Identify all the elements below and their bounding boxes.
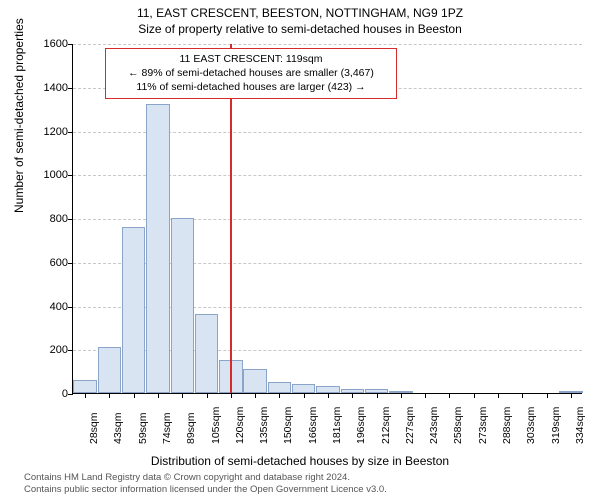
info-box-line: 11% of semi-detached houses are larger (… — [112, 80, 390, 94]
chart-title-line1: 11, EAST CRESCENT, BEESTON, NOTTINGHAM, … — [0, 6, 600, 20]
x-tick — [547, 393, 548, 398]
histogram-bar — [195, 314, 219, 393]
x-tick-label: 28sqm — [88, 412, 100, 444]
y-tick — [68, 175, 73, 176]
attribution-line2: Contains public sector information licen… — [24, 484, 387, 496]
histogram-bar — [268, 382, 292, 393]
x-tick — [474, 393, 475, 398]
y-tick-label: 1200 — [44, 126, 68, 138]
histogram-bar — [243, 369, 267, 393]
x-tick-label: 334sqm — [574, 407, 586, 444]
y-tick — [68, 394, 73, 395]
x-tick-label: 43sqm — [112, 412, 124, 444]
x-tick — [279, 393, 280, 398]
chart-title-line2: Size of property relative to semi-detach… — [0, 22, 600, 36]
x-tick — [377, 393, 378, 398]
y-tick-label: 1000 — [44, 169, 68, 181]
x-tick-label: 89sqm — [185, 412, 197, 444]
x-tick — [255, 393, 256, 398]
x-tick — [85, 393, 86, 398]
x-tick-label: 319sqm — [550, 407, 562, 444]
x-axis-label: Distribution of semi-detached houses by … — [0, 454, 600, 468]
x-tick-label: 212sqm — [380, 407, 392, 444]
x-tick-label: 243sqm — [428, 407, 440, 444]
x-tick-label: 166sqm — [307, 407, 319, 444]
y-tick — [68, 88, 73, 89]
x-tick — [522, 393, 523, 398]
x-tick-label: 258sqm — [452, 407, 464, 444]
y-tick — [68, 263, 73, 264]
x-tick — [449, 393, 450, 398]
info-box: 11 EAST CRESCENT: 119sqm← 89% of semi-de… — [105, 48, 397, 99]
histogram-bar — [171, 218, 195, 393]
x-tick-label: 303sqm — [525, 407, 537, 444]
y-tick — [68, 350, 73, 351]
x-tick-label: 105sqm — [210, 407, 222, 444]
histogram-bar — [73, 380, 97, 393]
x-tick — [352, 393, 353, 398]
x-tick — [158, 393, 159, 398]
x-tick — [304, 393, 305, 398]
y-tick — [68, 44, 73, 45]
y-tick-label: 1600 — [44, 38, 68, 50]
x-tick-label: 120sqm — [234, 407, 246, 444]
x-tick — [425, 393, 426, 398]
info-box-line: 11 EAST CRESCENT: 119sqm — [112, 52, 390, 66]
grid-line — [73, 44, 582, 45]
y-tick-label: 600 — [50, 257, 68, 269]
x-tick-label: 227sqm — [404, 407, 416, 444]
x-tick — [401, 393, 402, 398]
x-tick-label: 59sqm — [137, 412, 149, 444]
x-tick — [134, 393, 135, 398]
y-tick — [68, 219, 73, 220]
info-box-line: ← 89% of semi-detached houses are smalle… — [112, 66, 390, 80]
y-tick-label: 200 — [50, 344, 68, 356]
x-tick-label: 150sqm — [282, 407, 294, 444]
x-tick-label: 196sqm — [355, 407, 367, 444]
y-tick-label: 1400 — [44, 82, 68, 94]
x-tick-label: 273sqm — [477, 407, 489, 444]
y-tick — [68, 132, 73, 133]
y-tick — [68, 307, 73, 308]
x-tick — [328, 393, 329, 398]
x-tick — [182, 393, 183, 398]
y-axis-label: Number of semi-detached properties — [12, 18, 26, 213]
x-tick-label: 181sqm — [331, 407, 343, 444]
attribution-line1: Contains HM Land Registry data © Crown c… — [24, 472, 387, 484]
x-tick-label: 288sqm — [501, 407, 513, 444]
histogram-bar — [122, 227, 146, 393]
x-tick — [498, 393, 499, 398]
x-tick — [207, 393, 208, 398]
x-tick — [571, 393, 572, 398]
histogram-bar — [292, 384, 316, 393]
histogram-bar — [146, 104, 170, 393]
x-tick-label: 135sqm — [258, 407, 270, 444]
x-tick — [109, 393, 110, 398]
y-tick-label: 0 — [62, 388, 68, 400]
histogram-bar — [98, 347, 122, 393]
x-tick — [231, 393, 232, 398]
y-tick-label: 400 — [50, 301, 68, 313]
attribution: Contains HM Land Registry data © Crown c… — [24, 472, 387, 496]
x-tick-label: 74sqm — [161, 412, 173, 444]
y-tick-label: 800 — [50, 213, 68, 225]
chart-container: 11, EAST CRESCENT, BEESTON, NOTTINGHAM, … — [0, 0, 600, 500]
